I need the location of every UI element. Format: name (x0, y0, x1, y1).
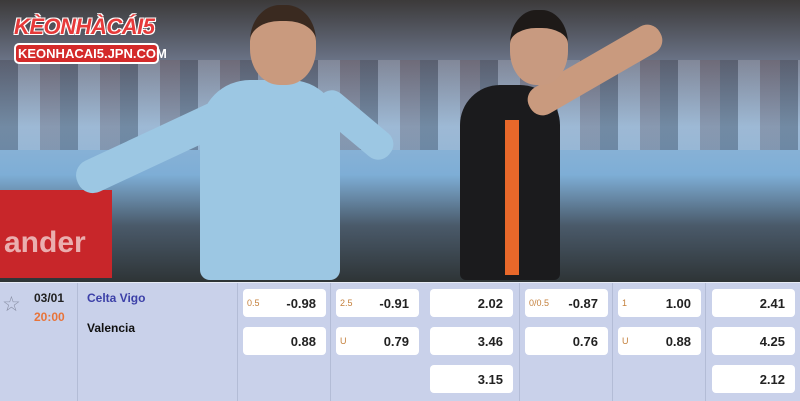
crowd (0, 60, 800, 150)
divider (705, 283, 706, 401)
odds-cell[interactable]: 3.46 (430, 327, 513, 355)
odds-cell[interactable]: 2.12 (712, 365, 795, 393)
odds-cell[interactable]: U 0.88 (618, 327, 701, 355)
odds-cell[interactable]: 0.88 (243, 327, 326, 355)
odds-line-label: U (340, 336, 347, 346)
odds-value: 2.12 (759, 372, 785, 387)
match-date: 03/01 (34, 291, 65, 305)
match-time: 20:00 (34, 310, 65, 324)
player-celta-head (250, 5, 316, 85)
odds-value: 3.46 (477, 334, 503, 349)
odds-value: 4.25 (759, 334, 785, 349)
odds-value: 0.76 (572, 334, 598, 349)
odds-cell[interactable]: 3.15 (430, 365, 513, 393)
divider (330, 283, 331, 401)
odds-cell[interactable]: 2.5 -0.91 (336, 289, 419, 317)
odds-cell[interactable]: 2.02 (430, 289, 513, 317)
player-valencia-head (510, 10, 568, 85)
banner-text: ander (4, 226, 86, 259)
player-valencia-stripe (505, 120, 519, 275)
home-team[interactable]: Celta Vigo (87, 291, 146, 305)
logo-url: KEONHACAI5.JPN.COM (14, 43, 167, 64)
odds-cell[interactable]: 0.5 -0.98 (243, 289, 326, 317)
match-photo: ander KÈONHÀCÁI5 KEONHACAI5.JPN.COM (0, 0, 800, 282)
odds-value: -0.87 (568, 296, 598, 311)
odds-cell[interactable]: 0.76 (525, 327, 608, 355)
odds-value: 3.15 (477, 372, 503, 387)
odds-value: 0.79 (383, 334, 409, 349)
odds-line-label: 2.5 (340, 298, 353, 308)
odds-value: -0.98 (286, 296, 316, 311)
odds-cell[interactable]: 2.41 (712, 289, 795, 317)
odds-line-label: 1 (622, 298, 628, 308)
favorite-star-icon[interactable]: ☆ (2, 293, 21, 316)
odds-value: 1.00 (665, 296, 691, 311)
divider (237, 283, 238, 401)
odds-table: ☆ 03/01 20:00 Celta Vigo Valencia 0.5 -0.… (0, 282, 800, 401)
logo-brand: KÈONHÀCÁI5 (14, 14, 155, 39)
divider (612, 283, 613, 401)
sponsor-banner: ander (0, 190, 112, 278)
odds-cell[interactable]: U 0.79 (336, 327, 419, 355)
site-logo[interactable]: KÈONHÀCÁI5 KEONHACAI5.JPN.COM (14, 14, 167, 64)
odds-value: 0.88 (665, 334, 691, 349)
away-team: Valencia (87, 321, 136, 335)
odds-cell[interactable]: 1 1.00 (618, 289, 701, 317)
odds-cell[interactable]: 0/0.5 -0.87 (525, 289, 608, 317)
player-celta (200, 80, 340, 280)
odds-line-label: 0.5 (247, 298, 260, 308)
divider (519, 283, 520, 401)
odds-line-label: 0/0.5 (529, 298, 550, 308)
odds-value: 2.02 (477, 296, 503, 311)
odds-value: -0.91 (379, 296, 409, 311)
odds-value: 0.88 (290, 334, 316, 349)
odds-cell[interactable]: 4.25 (712, 327, 795, 355)
odds-value: 2.41 (759, 296, 785, 311)
odds-line-label: U (622, 336, 629, 346)
divider (77, 283, 78, 401)
